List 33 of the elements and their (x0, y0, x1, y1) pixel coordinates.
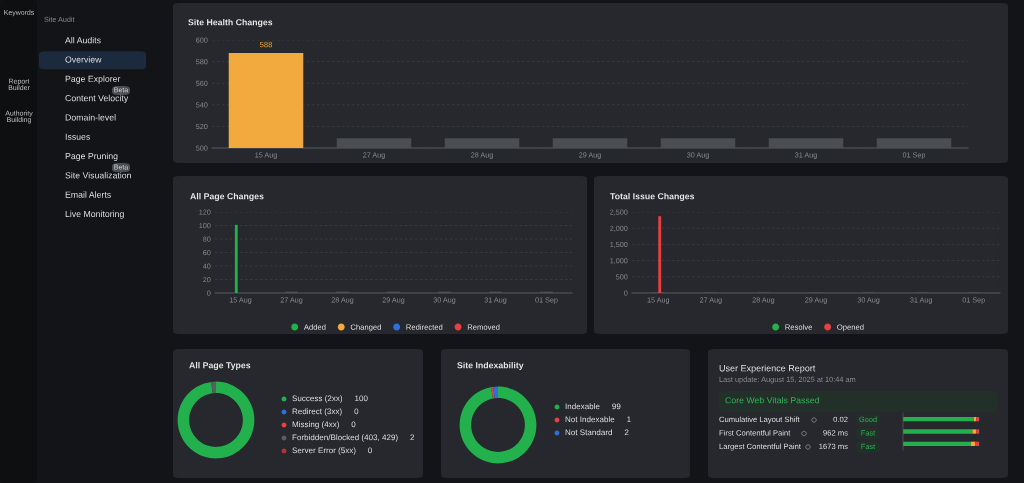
chart-title: All Page Changes (190, 192, 264, 202)
legend-label: Success (2xx) (292, 395, 343, 403)
text: Page Pruning (65, 152, 118, 161)
legend-label: Not Indexable (565, 416, 615, 423)
text: User Experience Report (719, 364, 816, 374)
chart-title: Total Issue Changes (610, 192, 695, 202)
text: 0 (368, 447, 372, 454)
text: Issues (65, 133, 90, 140)
text: 0 (354, 408, 359, 415)
legend-label: Indexable (565, 403, 600, 410)
text: Overview (65, 56, 102, 63)
text: 0 (351, 421, 356, 428)
text: Content Velocity (65, 94, 129, 103)
legend-label: Redirect (3xx) (292, 408, 342, 416)
data-label: 2 (624, 429, 629, 436)
text: All Audits (65, 36, 101, 44)
legend-label: Server Error (5xx) (292, 447, 356, 455)
chart-title: Site Health Changes (188, 18, 273, 28)
legend-label: Missing (4xx) (292, 421, 339, 429)
legend-label: Not Standard (565, 429, 612, 436)
data-label: 99 (612, 403, 621, 410)
text: Domain-level (65, 114, 116, 121)
data-label: 2 (410, 434, 415, 441)
text: All Page Types (189, 361, 251, 371)
text: Email Alerts (65, 191, 111, 198)
text: Page Explorer (65, 75, 121, 84)
chart-title: Site Indexability (457, 361, 524, 371)
data-label: 1 (627, 416, 631, 423)
text: Site Visualization (65, 172, 131, 179)
legend-label: Forbidden/Blocked (403, 429) (292, 434, 398, 442)
data-label: 100 (355, 395, 368, 402)
text: Live Monitoring (65, 210, 124, 219)
text: Core Web Vitals Passed (725, 396, 819, 404)
